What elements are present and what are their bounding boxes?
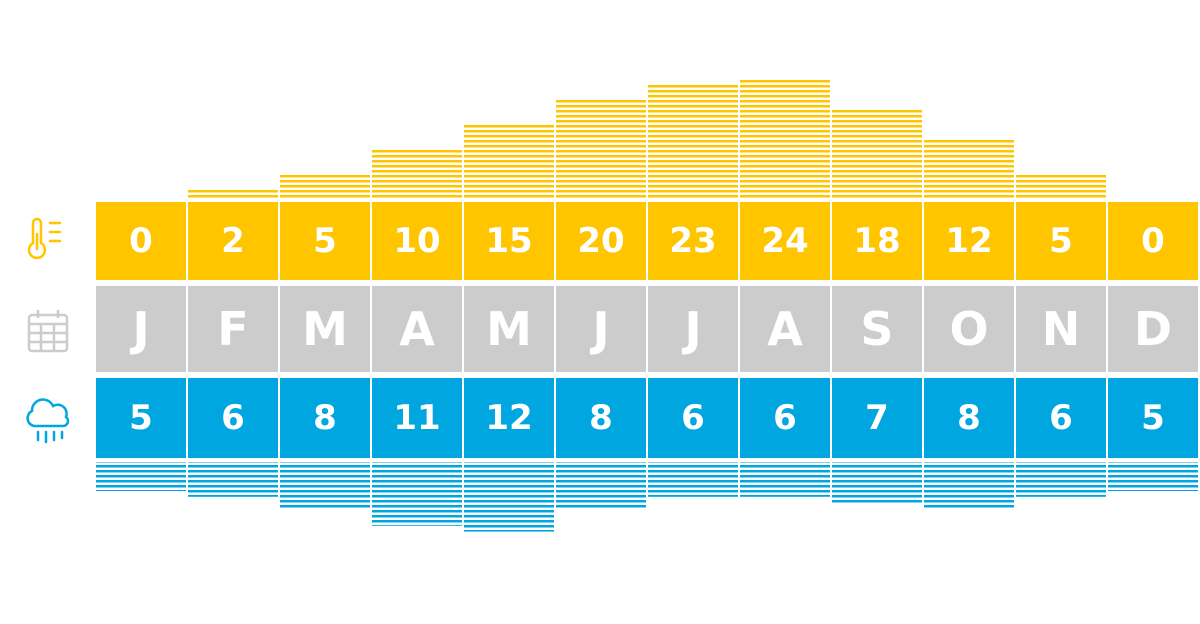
precipitation-label: 12: [485, 398, 532, 438]
month-cell: [372, 286, 462, 372]
temperature-cell: [556, 202, 646, 280]
month-cell: [832, 286, 922, 372]
temperature-cell: [924, 202, 1014, 280]
rain-icon: [26, 398, 70, 444]
precipitation-bar: [96, 462, 186, 491]
temperature-label: 12: [945, 221, 992, 261]
precipitation-bar: [556, 462, 646, 509]
month-cell: [556, 286, 646, 372]
temperature-cell: [372, 202, 462, 280]
precipitation-bar: [372, 462, 462, 526]
precipitation-label: 8: [589, 398, 613, 438]
month-cell: [648, 286, 738, 372]
month-label: O: [949, 302, 988, 356]
month-label: A: [399, 302, 435, 356]
month-cell: [96, 286, 186, 372]
precipitation-cell: [464, 378, 554, 458]
temperature-cell: [188, 202, 278, 280]
precipitation-label: 6: [681, 398, 705, 438]
temperature-label: 2: [221, 221, 245, 261]
month-label: J: [129, 302, 149, 356]
precipitation-label: 5: [1141, 398, 1165, 438]
temperature-cell: [832, 202, 922, 280]
temperature-bar: [832, 109, 922, 199]
precipitation-cell: [832, 378, 922, 458]
precipitation-cell: [648, 378, 738, 458]
precipitation-label: 6: [773, 398, 797, 438]
precipitation-label: 5: [129, 398, 153, 438]
precipitation-bar: [648, 462, 738, 497]
temperature-label: 5: [1049, 221, 1073, 261]
temperature-bar: [464, 124, 554, 199]
temperature-bar: [924, 139, 1014, 199]
month-label: N: [1042, 302, 1081, 356]
month-cell: [740, 286, 830, 372]
month-cell: [924, 286, 1014, 372]
precipitation-cell: [740, 378, 830, 458]
month-label: F: [217, 302, 248, 356]
month-label: M: [486, 302, 532, 356]
temperature-bar: [556, 99, 646, 199]
temperature-bar: [648, 84, 738, 199]
precipitation-bar: [188, 462, 278, 497]
month-label: M: [302, 302, 348, 356]
precipitation-cell: [556, 378, 646, 458]
month-label: A: [767, 302, 803, 356]
precipitation-cell: [924, 378, 1014, 458]
precipitation-bar: [464, 462, 554, 532]
temperature-label: 24: [761, 221, 808, 261]
month-cell: [280, 286, 370, 372]
temperature-cell: [648, 202, 738, 280]
precipitation-label: 6: [1049, 398, 1073, 438]
temperature-label: 18: [853, 221, 900, 261]
month-cell: [1016, 286, 1106, 372]
precipitation-cell: [280, 378, 370, 458]
month-label: D: [1134, 302, 1172, 356]
temperature-cell: [1108, 202, 1198, 280]
temperature-label: 20: [577, 221, 624, 261]
precipitation-cell: [96, 378, 186, 458]
precipitation-cell: [1016, 378, 1106, 458]
precipitation-bar: [740, 462, 830, 497]
precipitation-bar: [1016, 462, 1106, 497]
month-cell: [1108, 286, 1198, 372]
temperature-cell: [464, 202, 554, 280]
precipitation-label: 8: [313, 398, 337, 438]
month-label: S: [860, 302, 893, 356]
precipitation-bar: [1108, 462, 1198, 491]
temperature-label: 0: [129, 221, 153, 261]
temperature-bar: [740, 79, 830, 199]
precipitation-label: 6: [221, 398, 245, 438]
precipitation-label: 11: [393, 398, 440, 438]
precipitation-cell: [1108, 378, 1198, 458]
precipitation-bar: [832, 462, 922, 503]
temperature-bar: [372, 149, 462, 199]
temperature-label: 23: [669, 221, 716, 261]
temperature-label: 5: [313, 221, 337, 261]
month-cell: [188, 286, 278, 372]
month-label: J: [681, 302, 701, 356]
month-label: J: [589, 302, 609, 356]
temperature-cell: [740, 202, 830, 280]
precipitation-bar: [280, 462, 370, 509]
temperature-label: 0: [1141, 221, 1165, 261]
temperature-cell: [1016, 202, 1106, 280]
precipitation-label: 7: [865, 398, 889, 438]
temperature-cell: [280, 202, 370, 280]
temperature-label: 15: [485, 221, 532, 261]
temperature-icon: [27, 217, 62, 260]
temperature-bar: [1016, 174, 1106, 199]
precipitation-cell: [372, 378, 462, 458]
calendar-icon: [27, 310, 69, 353]
precipitation-cell: [188, 378, 278, 458]
month-cell: [464, 286, 554, 372]
temperature-cell: [96, 202, 186, 280]
precipitation-bar: [924, 462, 1014, 509]
temperature-bar: [188, 189, 278, 199]
temperature-bar: [280, 174, 370, 199]
precipitation-label: 8: [957, 398, 981, 438]
temperature-label: 10: [393, 221, 440, 261]
